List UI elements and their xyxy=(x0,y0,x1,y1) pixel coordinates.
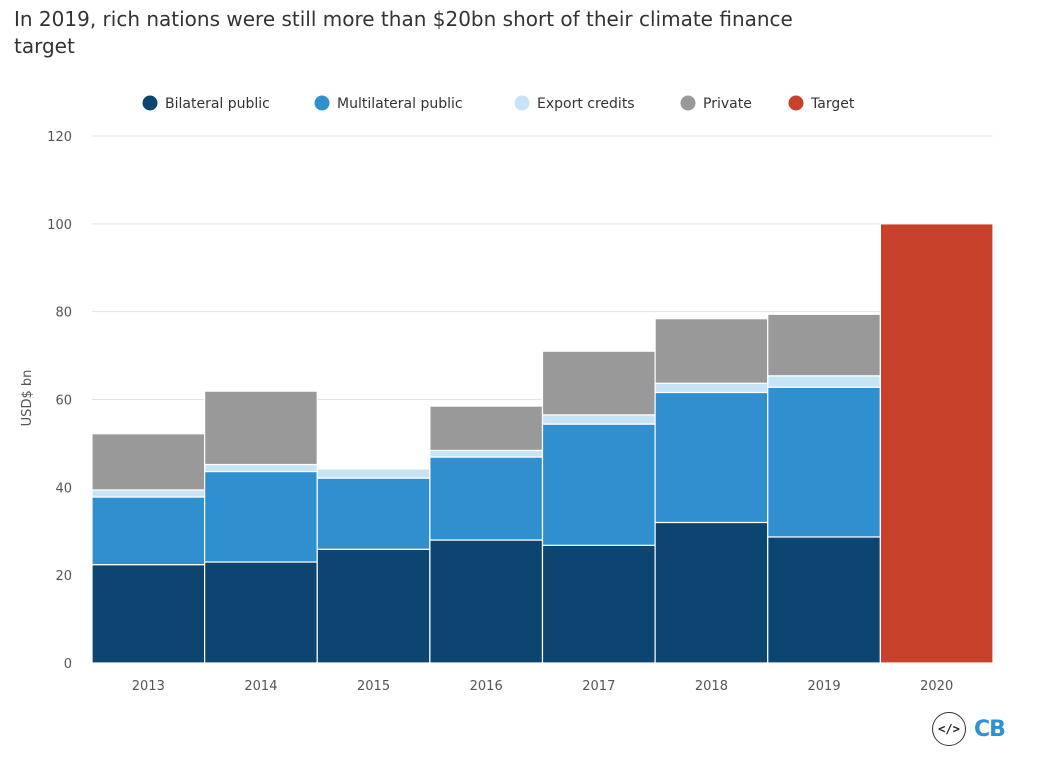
bar-segment[interactable] xyxy=(316,468,431,479)
x-tick-label: 2013 xyxy=(132,679,165,694)
bar-segment[interactable] xyxy=(204,561,318,664)
bar-segment[interactable] xyxy=(91,496,206,566)
embed-code-icon[interactable]: </> xyxy=(932,712,966,746)
bar-segment[interactable] xyxy=(767,536,881,664)
legend-label: Private xyxy=(703,96,752,112)
bar-segment[interactable] xyxy=(654,521,769,664)
legend-item[interactable]: Private xyxy=(680,95,752,113)
bar-segment[interactable] xyxy=(541,423,656,546)
y-tick-label: 80 xyxy=(55,306,72,321)
legend-label: Export credits xyxy=(537,96,635,112)
bar-segment[interactable] xyxy=(316,548,431,664)
bar-segment[interactable] xyxy=(541,544,656,664)
bar-segment[interactable] xyxy=(91,433,206,491)
footer-logos: </> CB xyxy=(932,712,1006,746)
x-tick-label: 2014 xyxy=(244,679,277,694)
x-tick-label: 2017 xyxy=(582,679,615,694)
bar-segment[interactable] xyxy=(541,414,656,425)
y-tick-label: 0 xyxy=(64,657,72,672)
legend-item[interactable]: Multilateral public xyxy=(314,95,463,113)
bars xyxy=(91,223,994,664)
x-tick-label: 2020 xyxy=(920,679,953,694)
legend-swatch xyxy=(514,95,530,111)
legend-label: Multilateral public xyxy=(337,96,463,112)
bar-segment[interactable] xyxy=(91,489,206,498)
y-tick-label: 20 xyxy=(55,569,72,584)
bar-segment[interactable] xyxy=(429,539,544,664)
carbon-brief-logo: CB xyxy=(974,716,1006,742)
bar-segment[interactable] xyxy=(879,223,994,664)
x-tick-label: 2018 xyxy=(695,679,728,694)
legend-swatch xyxy=(142,95,158,111)
legend-label: Bilateral public xyxy=(165,96,270,112)
bar-segment[interactable] xyxy=(767,386,881,538)
bar-segment[interactable] xyxy=(429,456,544,541)
legend-swatch xyxy=(314,95,330,111)
y-tick-label: 100 xyxy=(47,218,72,233)
x-tick-label: 2019 xyxy=(808,679,841,694)
legend-item[interactable]: Target xyxy=(788,95,855,113)
bar-segment[interactable] xyxy=(767,375,881,388)
x-tick-label: 2015 xyxy=(357,679,390,694)
y-tick-label: 120 xyxy=(47,130,72,145)
x-axis: 2013 2014 2015 2016 2017 2018 2019 2020 xyxy=(132,679,953,694)
bar-segment[interactable] xyxy=(316,477,431,550)
bar-segment[interactable] xyxy=(429,449,544,458)
legend-swatch xyxy=(680,95,696,111)
bar-segment[interactable] xyxy=(91,564,206,664)
legend-label: Target xyxy=(810,96,855,112)
bar-segment[interactable] xyxy=(204,470,318,563)
legend-item[interactable]: Bilateral public xyxy=(142,95,270,113)
bar-segment[interactable] xyxy=(541,350,656,416)
bar-segment[interactable] xyxy=(654,382,769,394)
bar-segment[interactable] xyxy=(767,313,881,377)
bar-segment[interactable] xyxy=(429,405,544,452)
bar-segment[interactable] xyxy=(204,390,318,466)
chart-title: In 2019, rich nations were still more th… xyxy=(14,7,793,58)
y-tick-label: 60 xyxy=(55,394,72,409)
legend: Bilateral public Multilateral public Expor… xyxy=(142,95,855,113)
bar-segment[interactable] xyxy=(204,463,318,473)
bar-segment[interactable] xyxy=(654,391,769,524)
bar-segment[interactable] xyxy=(654,318,769,384)
legend-item[interactable]: Export credits xyxy=(514,95,635,113)
y-tick-label: 40 xyxy=(55,481,72,496)
x-tick-label: 2016 xyxy=(470,679,503,694)
legend-swatch xyxy=(788,95,804,111)
y-axis-title: USD$ bn xyxy=(20,370,35,427)
